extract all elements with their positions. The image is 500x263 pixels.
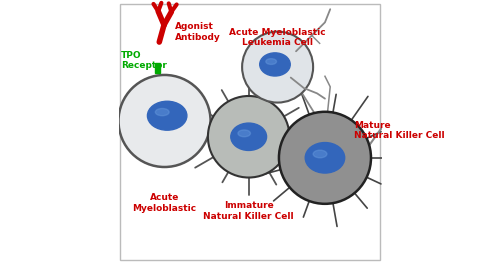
- Ellipse shape: [305, 143, 344, 173]
- Text: Acute Myeloblastic
Leukemia Cell: Acute Myeloblastic Leukemia Cell: [230, 28, 326, 47]
- Ellipse shape: [156, 108, 169, 116]
- Ellipse shape: [266, 59, 276, 64]
- Ellipse shape: [238, 130, 250, 137]
- Circle shape: [242, 32, 313, 103]
- Text: Agonist
Antibody: Agonist Antibody: [175, 22, 221, 42]
- Ellipse shape: [231, 123, 266, 150]
- Text: Mature
Natural Killer Cell: Mature Natural Killer Cell: [354, 121, 444, 140]
- Ellipse shape: [148, 101, 187, 130]
- Text: Acute
Myeloblastic: Acute Myeloblastic: [132, 193, 196, 213]
- Ellipse shape: [313, 150, 327, 158]
- Bar: [156, 63, 160, 73]
- Ellipse shape: [260, 53, 290, 76]
- Text: TPO
Receptor: TPO Receptor: [121, 51, 167, 70]
- Text: Immature
Natural Killer Cell: Immature Natural Killer Cell: [204, 201, 294, 221]
- Circle shape: [208, 96, 290, 178]
- Circle shape: [118, 75, 210, 167]
- Circle shape: [279, 112, 371, 204]
